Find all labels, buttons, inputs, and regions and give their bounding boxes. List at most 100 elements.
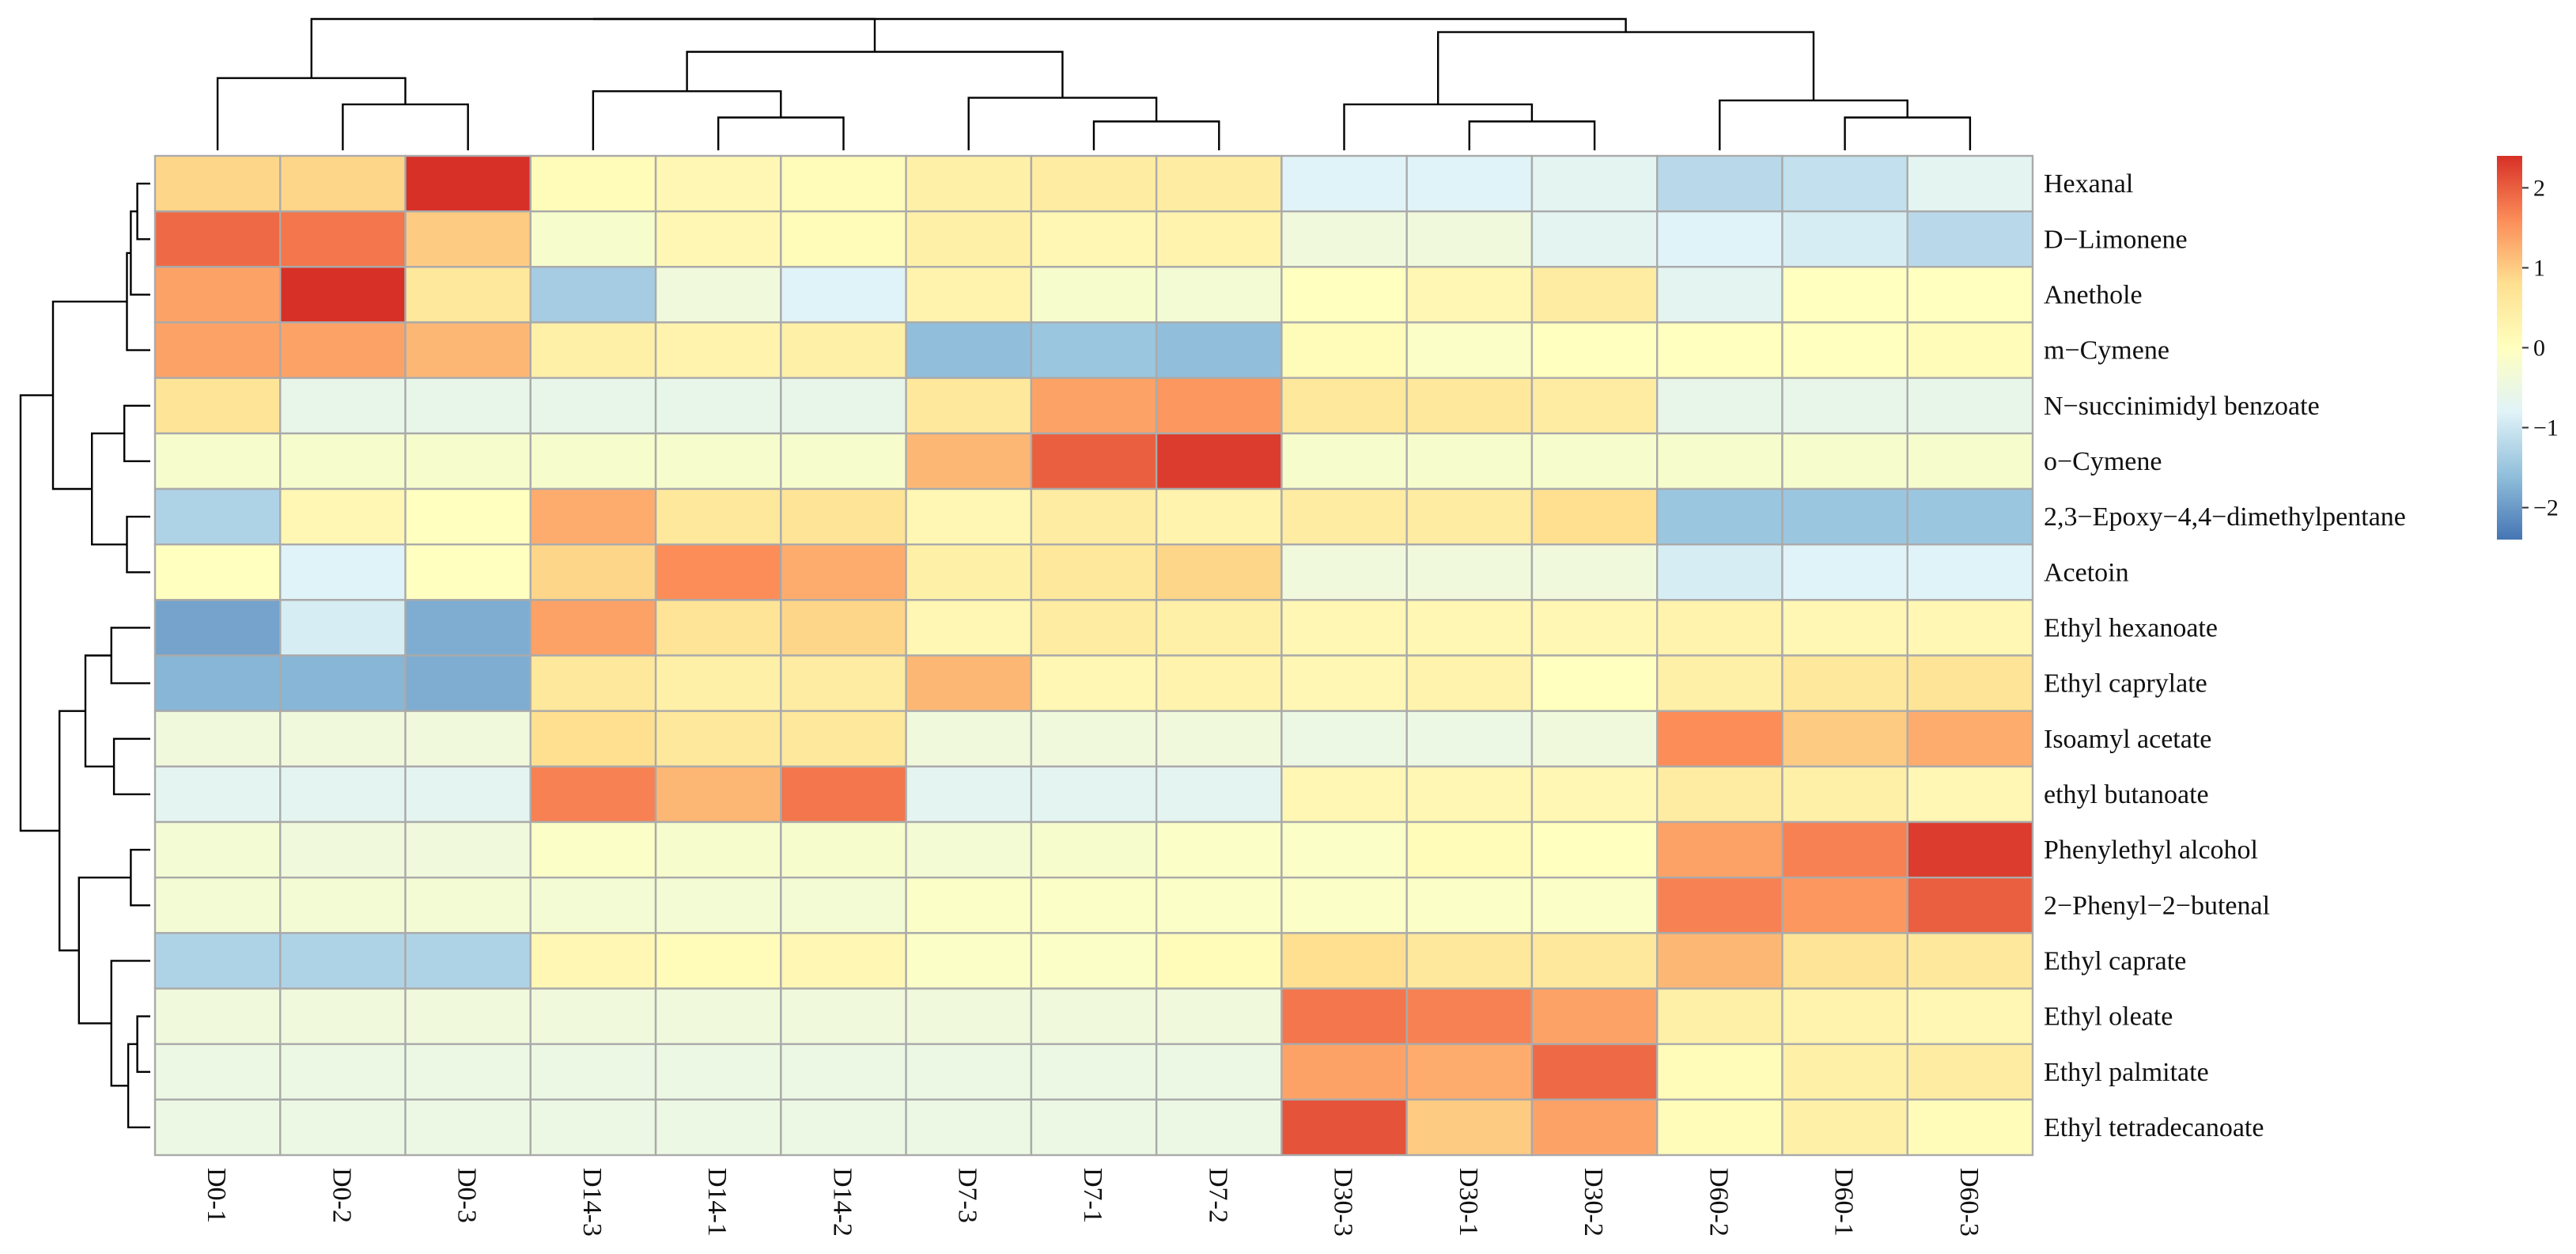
heatmap-cell	[1155, 487, 1283, 546]
heatmap-cell	[529, 820, 657, 879]
colorbar-gradient	[2497, 156, 2522, 540]
heatmap-cell	[1906, 1098, 2034, 1157]
heatmap-cell	[1405, 432, 1534, 491]
row-label: Ethyl caprate	[2044, 946, 2186, 976]
heatmap-cell	[529, 432, 657, 491]
dendrogram-branch	[342, 103, 469, 150]
heatmap-cell	[1530, 210, 1659, 268]
dendrogram-branch	[717, 116, 845, 150]
row-label: Ethyl tetradecanoate	[2044, 1113, 2264, 1142]
heatmap-cell	[1155, 321, 1283, 379]
heatmap-cell	[279, 266, 407, 324]
row-label: Acetoin	[2044, 558, 2129, 587]
heatmap-cell	[1155, 543, 1283, 601]
row-labels: Hexanal D−Limonene Anethole m−Cymene N−succi…	[2044, 169, 2406, 1142]
column-label: D0-2	[327, 1168, 356, 1223]
heatmap-cell	[279, 710, 407, 768]
heatmap-cell	[279, 765, 407, 824]
heatmap-cell	[529, 266, 657, 324]
dendrogram-branch	[127, 1043, 150, 1129]
heatmap-cell	[1280, 876, 1408, 934]
heatmap-cell	[1655, 321, 1784, 379]
heatmap-cell	[1781, 1098, 1908, 1157]
heatmap-cell	[1405, 321, 1534, 379]
heatmap-cell	[654, 266, 782, 324]
dendrogram-branch	[310, 17, 876, 78]
heatmap-cell	[404, 266, 532, 324]
heatmap-cell	[780, 487, 907, 546]
heatmap-cell	[1405, 266, 1534, 324]
heatmap-cell	[1781, 266, 1908, 324]
heatmap-cell	[404, 820, 532, 879]
heatmap-cell	[1781, 765, 1908, 824]
heatmap-cell	[1405, 654, 1534, 712]
colorbar-tick-label: 1	[2533, 256, 2545, 282]
heatmap-cell	[780, 543, 907, 601]
heatmap-cell	[1781, 1043, 1908, 1101]
heatmap-cell	[905, 432, 1033, 491]
heatmap-cell	[780, 654, 907, 712]
heatmap-cell	[1655, 987, 1784, 1045]
heatmap-cell	[654, 321, 782, 379]
heatmap-cell	[1155, 432, 1283, 491]
heatmap-cell	[279, 599, 407, 657]
heatmap-cell	[1155, 932, 1283, 990]
heatmap-cell	[1530, 432, 1659, 491]
heatmap-cell	[1530, 932, 1659, 990]
heatmap-cell	[654, 432, 782, 491]
heatmap-cell	[780, 820, 907, 879]
heatmap-cell	[1405, 987, 1534, 1045]
heatmap-cell	[654, 820, 782, 879]
heatmap-cell	[1906, 321, 2034, 379]
heatmap-cell	[780, 1043, 907, 1101]
heatmap-cell	[153, 932, 282, 990]
heatmap-cell	[1906, 820, 2034, 879]
heatmap-cell	[654, 1043, 782, 1101]
heatmap-cell	[1030, 599, 1158, 657]
heatmap-cell	[153, 1098, 282, 1157]
dendrogram-branch	[1719, 99, 1908, 150]
heatmap-cell	[1030, 1043, 1158, 1101]
heatmap-cell	[279, 377, 407, 435]
heatmap-cell	[529, 1098, 657, 1157]
heatmap-cell	[1155, 266, 1283, 324]
heatmap-cell	[780, 987, 907, 1045]
dendrogram-branch	[1468, 120, 1596, 150]
heatmap-cell	[1030, 321, 1158, 379]
heatmap-grid	[153, 154, 2034, 1157]
heatmap-cell	[780, 321, 907, 379]
row-label: 2,3−Epoxy−4,4−dimethylpentane	[2044, 502, 2406, 532]
heatmap-cell	[1655, 1098, 1784, 1157]
heatmap-cell	[1530, 543, 1659, 601]
heatmap-cell	[404, 1043, 532, 1101]
heatmap-cell	[1280, 432, 1408, 491]
column-label: D14-2	[827, 1168, 857, 1237]
heatmap-cell	[654, 710, 782, 768]
row-label: m−Cymene	[2044, 336, 2169, 366]
heatmap-cell	[1530, 487, 1659, 546]
heatmap-cell	[1280, 1043, 1408, 1101]
column-label: D14-3	[577, 1168, 607, 1237]
dendrogram-branch	[59, 710, 85, 952]
heatmap-cell	[1030, 1098, 1158, 1157]
heatmap-cell	[1781, 543, 1908, 601]
colorbar-ticks: 2 1 0 −1 −2	[2522, 175, 2559, 521]
column-label: D30-3	[1329, 1168, 1358, 1237]
heatmap-cell	[404, 765, 532, 824]
heatmap-cell	[1405, 710, 1534, 768]
heatmap-cell	[1655, 210, 1784, 268]
heatmap-cell	[1906, 1043, 2034, 1101]
heatmap-cell	[404, 377, 532, 435]
heatmap-cell	[1906, 154, 2034, 213]
column-label: D60-2	[1704, 1168, 1733, 1237]
heatmap-cell	[404, 876, 532, 934]
heatmap-cell	[529, 210, 657, 268]
heatmap-cell	[1030, 654, 1158, 712]
heatmap-cell	[905, 321, 1033, 379]
dendrogram-branch	[110, 960, 150, 1087]
row-label: D−Limonene	[2044, 225, 2188, 254]
heatmap-cell	[1906, 543, 2034, 601]
heatmap-cell	[1530, 765, 1659, 824]
column-label: D60-1	[1829, 1168, 1859, 1237]
heatmap-cell	[1405, 543, 1534, 601]
